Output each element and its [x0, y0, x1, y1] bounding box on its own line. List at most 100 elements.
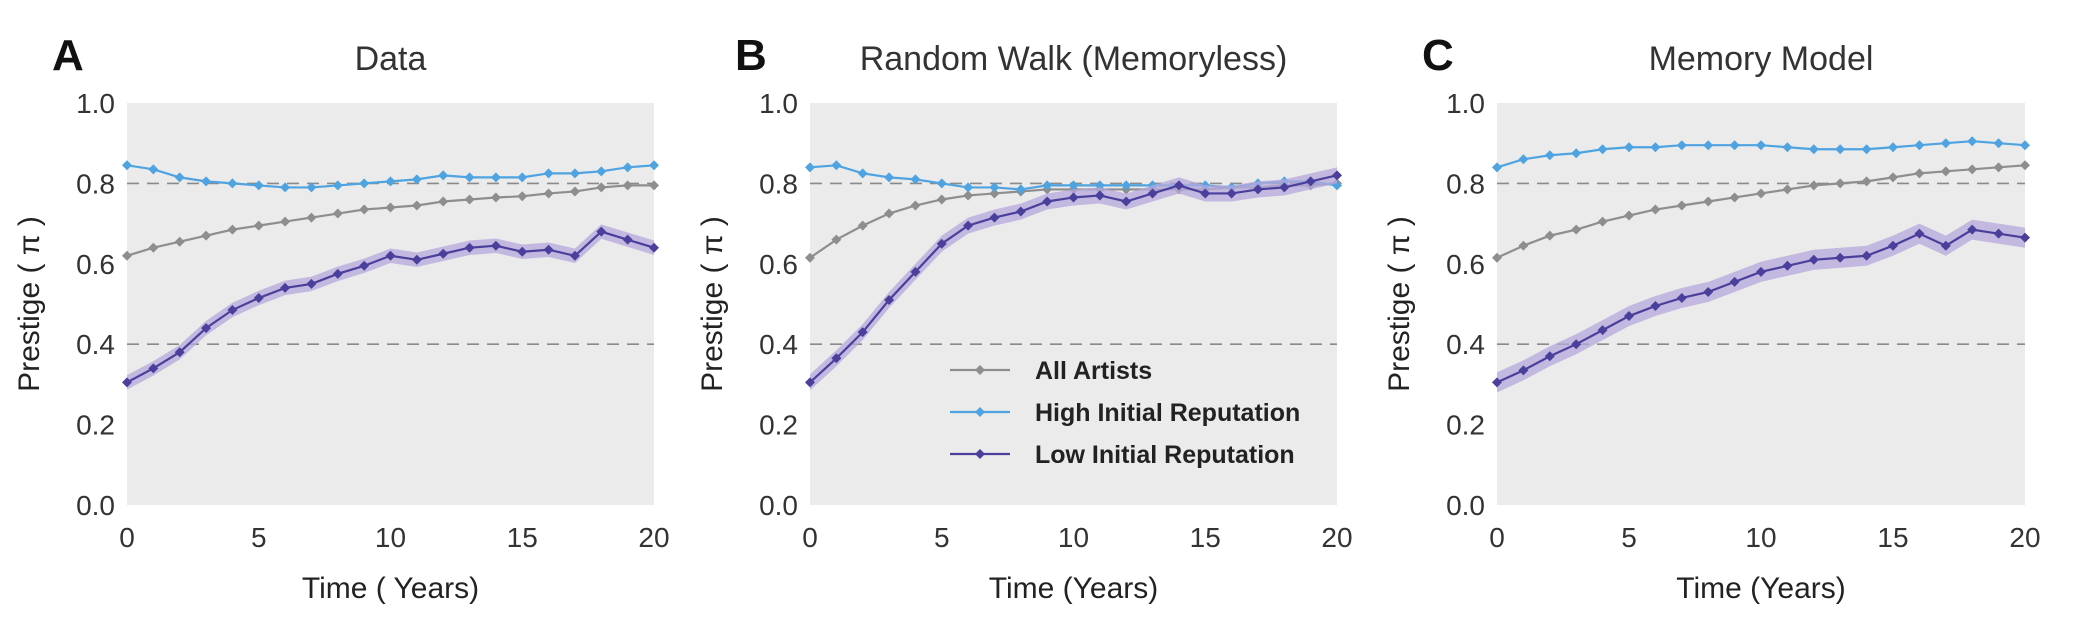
data-point — [253, 180, 264, 191]
series-low-initial-reputation — [1492, 219, 2030, 393]
data-point — [1940, 166, 1951, 177]
panel-letter: A — [52, 31, 84, 80]
plot-area — [1497, 103, 2025, 505]
legend: All Artists High Initial Reputation Low In… — [950, 357, 1300, 469]
data-point — [1940, 138, 1951, 149]
data-point — [805, 377, 815, 388]
data-point — [596, 166, 607, 177]
data-point — [831, 160, 842, 171]
data-point — [1624, 142, 1634, 153]
data-point — [1571, 224, 1582, 235]
data-point — [936, 178, 947, 189]
panel-title: Random Walk (Memoryless) — [860, 40, 1288, 78]
data-point — [1015, 184, 1026, 195]
data-point — [989, 212, 1000, 223]
x-tick-label: 15 — [1190, 522, 1221, 553]
data-point — [385, 202, 396, 213]
data-point — [1861, 144, 1872, 155]
data-point — [517, 172, 528, 183]
data-point — [122, 250, 132, 261]
data-point — [1782, 184, 1793, 195]
data-point — [831, 353, 842, 364]
data-point — [1624, 311, 1634, 322]
y-tick-label: 0.0 — [1446, 490, 1485, 521]
data-point — [1861, 250, 1872, 261]
data-point — [438, 170, 449, 181]
data-point — [1571, 148, 1582, 159]
data-point — [1967, 164, 1978, 175]
x-tick-label: 0 — [1489, 522, 1505, 553]
data-point — [464, 242, 475, 253]
data-point — [910, 200, 921, 211]
data-point — [201, 323, 212, 334]
data-point — [569, 250, 580, 261]
data-point — [1703, 140, 1714, 151]
panel-letter: B — [735, 31, 767, 80]
data-point — [1624, 210, 1634, 221]
data-point — [963, 190, 974, 201]
legend-label: All Artists — [1035, 357, 1152, 385]
data-point — [1967, 136, 1978, 147]
data-point — [464, 172, 475, 183]
data-point — [963, 182, 974, 193]
x-tick-label: 0 — [119, 522, 135, 553]
y-tick-label: 0.4 — [1446, 329, 1485, 360]
data-point — [1094, 190, 1105, 201]
data-point — [280, 282, 291, 293]
panel-title: Memory Model — [1649, 40, 1874, 78]
data-point — [1121, 196, 1132, 207]
panel-letter: C — [1422, 31, 1454, 80]
data-point — [1835, 252, 1846, 263]
data-point — [649, 180, 659, 191]
data-point — [1888, 172, 1898, 183]
data-point — [306, 212, 317, 223]
data-point — [1650, 301, 1661, 312]
data-point — [1914, 228, 1925, 239]
plot-area — [127, 103, 654, 505]
data-point — [1147, 188, 1158, 199]
data-point — [1042, 196, 1053, 207]
x-tick-label: 5 — [1621, 522, 1637, 553]
data-point — [1068, 180, 1079, 191]
series-all-artists — [122, 180, 659, 261]
x-tick-label: 10 — [1058, 522, 1089, 553]
data-point — [1518, 365, 1529, 376]
data-point — [1756, 188, 1766, 199]
legend-marker — [975, 365, 985, 375]
data-point — [1492, 377, 1502, 388]
data-point — [884, 294, 895, 305]
data-point — [438, 196, 449, 207]
data-point — [1993, 138, 2004, 149]
data-point — [1650, 142, 1661, 153]
x-tick-label: 10 — [375, 522, 406, 553]
data-point — [1676, 140, 1687, 151]
data-point — [227, 178, 238, 189]
data-point — [622, 234, 633, 245]
y-tick-label: 0.6 — [76, 249, 115, 280]
panel-b: 0.0 0.2 0.4 0.6 0.8 1.0 0 5 10 15 20 B Random Walk (… — [696, 31, 1353, 605]
x-axis-label: Time ( Years) — [302, 572, 479, 605]
plot-area — [810, 103, 1337, 505]
y-tick-label: 0.6 — [1446, 249, 1485, 280]
data-point — [1518, 240, 1529, 251]
data-point — [2020, 140, 2030, 151]
data-point — [1861, 176, 1872, 187]
data-point — [227, 305, 238, 316]
data-point — [936, 194, 947, 205]
data-point — [411, 174, 422, 185]
data-point — [1597, 144, 1608, 155]
data-point — [989, 188, 1000, 199]
data-point — [280, 182, 291, 193]
data-point — [490, 240, 501, 251]
data-point — [805, 162, 815, 173]
data-point — [332, 208, 343, 219]
data-point — [148, 363, 159, 374]
data-point — [1782, 142, 1793, 153]
data-point — [1597, 216, 1608, 227]
data-point — [148, 164, 159, 175]
y-tick-label: 0.2 — [1446, 410, 1485, 441]
data-point — [411, 200, 422, 211]
data-point — [910, 266, 921, 277]
x-tick-label: 20 — [2009, 522, 2040, 553]
